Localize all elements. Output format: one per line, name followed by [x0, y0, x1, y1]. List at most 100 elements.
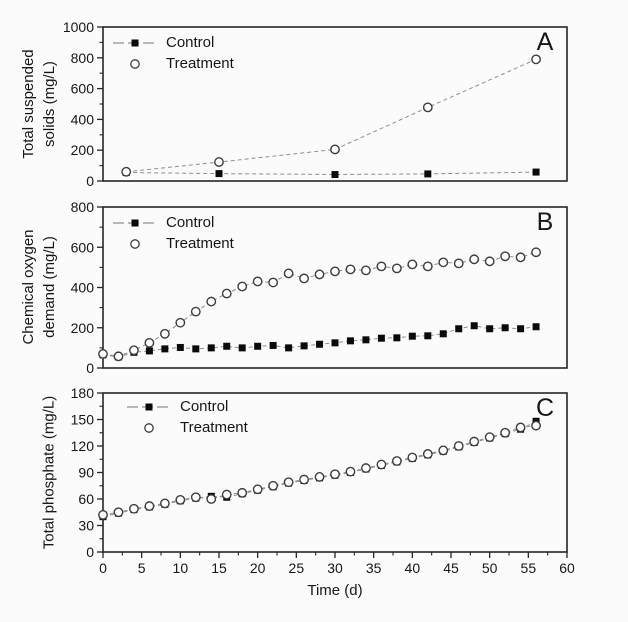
- legend-item-treatment: Treatment: [112, 53, 234, 74]
- y-tick-label: 200: [71, 320, 95, 336]
- y-tick-label: 0: [86, 544, 94, 560]
- panel-a-legend: Control Treatment: [112, 32, 234, 74]
- panel-c-y-axis-title: Total phosphate (mg/L): [39, 378, 60, 568]
- x-tick-label: 40: [405, 560, 421, 576]
- legend-label-control: Control: [180, 398, 229, 415]
- data-point-control: [331, 171, 339, 179]
- data-point-treatment: [98, 510, 108, 520]
- data-point-treatment: [129, 345, 139, 356]
- panel-b-legend: Control Treatment: [112, 212, 234, 254]
- treatment-marker-icon: [112, 58, 158, 70]
- data-point-control: [285, 344, 293, 352]
- data-point-control: [362, 336, 370, 344]
- data-point-control: [316, 340, 324, 348]
- legend-label-treatment: Treatment: [166, 55, 234, 72]
- y-axis-title-line: solids (mg/L): [41, 61, 58, 147]
- data-point-control: [254, 342, 262, 350]
- data-point-control: [300, 342, 308, 350]
- legend-item-control: Control: [126, 396, 248, 417]
- y-tick-label: 1000: [63, 19, 94, 35]
- data-point-treatment: [144, 337, 155, 348]
- data-point-treatment: [407, 452, 418, 463]
- data-point-treatment: [531, 420, 541, 431]
- y-tick-label: 600: [71, 239, 95, 255]
- data-point-treatment: [422, 261, 433, 272]
- y-tick-label: 0: [86, 360, 94, 376]
- data-point-treatment: [214, 157, 224, 167]
- legend-label-treatment: Treatment: [166, 235, 234, 252]
- y-axis-title-line: demand (mg/L): [41, 236, 58, 338]
- data-point-treatment: [376, 459, 387, 470]
- y-tick-label: 60: [78, 491, 94, 507]
- data-point-control: [176, 343, 184, 351]
- y-tick-label: 180: [71, 385, 95, 401]
- data-point-treatment: [252, 276, 263, 287]
- data-point-control: [486, 325, 494, 333]
- panel-c-letter: C: [535, 394, 555, 422]
- data-point-treatment: [190, 492, 201, 503]
- data-point-treatment: [206, 494, 217, 504]
- data-point-treatment: [391, 263, 402, 274]
- legend-label-control: Control: [166, 34, 215, 51]
- data-point-treatment: [237, 487, 248, 498]
- panel-a-letter: A: [536, 28, 554, 56]
- data-point-treatment: [407, 259, 418, 270]
- data-point-control: [377, 334, 385, 342]
- data-point-treatment: [453, 258, 464, 269]
- data-point-control: [408, 332, 416, 340]
- x-tick-label: 35: [366, 560, 382, 576]
- data-point-control: [215, 170, 223, 178]
- y-tick-label: 400: [71, 111, 95, 127]
- y-tick-label: 800: [71, 199, 95, 215]
- data-point-treatment: [113, 507, 124, 518]
- data-point-control: [161, 345, 169, 353]
- data-point-treatment: [531, 54, 541, 65]
- y-axis-title-line: Chemical oxygen: [20, 229, 37, 345]
- data-point-treatment: [391, 456, 402, 466]
- data-point-treatment: [314, 472, 325, 482]
- x-tick-label: 10: [173, 560, 189, 576]
- data-point-treatment: [361, 463, 371, 473]
- panel-b-plot: 0 200 400 600 800: [71, 199, 568, 376]
- data-point-treatment: [237, 281, 248, 292]
- y-tick-label: 150: [71, 412, 95, 428]
- data-point-treatment: [422, 102, 433, 113]
- x-tick-label: 20: [250, 560, 266, 576]
- data-point-treatment: [453, 441, 464, 451]
- legend-item-treatment: Treatment: [126, 417, 248, 438]
- x-tick-label: 45: [443, 560, 459, 576]
- data-point-treatment: [438, 445, 449, 456]
- data-point-treatment: [268, 480, 279, 491]
- data-point-control: [145, 347, 153, 355]
- data-point-control: [517, 325, 525, 333]
- data-point-treatment: [221, 489, 232, 500]
- panel-b-y-axis-title: Chemical oxygen demand (mg/L): [18, 202, 60, 372]
- control-marker-icon: [112, 217, 158, 229]
- data-point-treatment: [206, 296, 217, 307]
- data-point-treatment: [283, 477, 294, 488]
- data-point-treatment: [330, 144, 340, 155]
- data-point-control: [424, 170, 432, 178]
- data-point-treatment: [376, 261, 387, 272]
- legend-label-control: Control: [166, 214, 215, 231]
- control-marker-icon: [112, 37, 158, 49]
- x-tick-label: 25: [289, 560, 305, 576]
- data-point-treatment: [121, 166, 132, 177]
- x-tick-label: 5: [138, 560, 146, 576]
- data-point-control: [346, 337, 354, 345]
- data-point-treatment: [500, 251, 511, 262]
- data-point-treatment: [159, 328, 170, 339]
- data-point-control: [455, 325, 463, 333]
- legend-item-control: Control: [112, 212, 234, 233]
- legend-label-treatment: Treatment: [180, 419, 248, 436]
- x-tick-label: 15: [211, 560, 227, 576]
- panel-a-plot: 0 200 400 600 800 1000: [63, 19, 568, 189]
- data-point-treatment: [113, 351, 124, 362]
- data-point-control: [532, 323, 540, 331]
- data-point-treatment: [484, 256, 495, 267]
- panel-b-letter: B: [536, 208, 554, 236]
- data-point-control: [207, 344, 215, 352]
- data-point-control: [269, 341, 277, 349]
- data-point-treatment: [469, 254, 480, 265]
